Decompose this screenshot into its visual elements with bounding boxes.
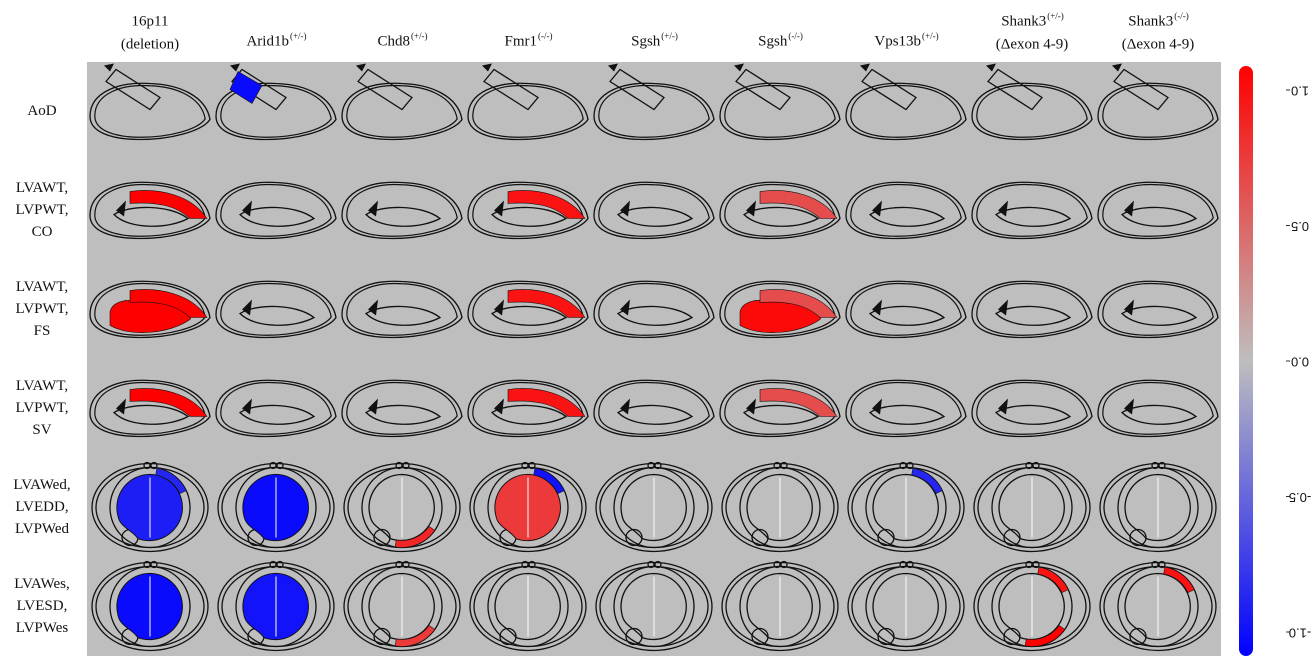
column-label-sup: (+/-)	[290, 31, 307, 41]
column-label-note: (Δexon 4-9)	[996, 36, 1069, 52]
column-label: Shank3	[1001, 13, 1046, 29]
column-label: Sgsh	[758, 33, 788, 49]
heart-cell	[92, 562, 208, 651]
column-label-sup: (+/-)	[661, 31, 678, 41]
row-label: LVAWes,	[14, 576, 70, 592]
row-label: LVAWT,	[16, 180, 68, 196]
row-label: LVESD,	[17, 598, 68, 614]
row-label: CO	[32, 224, 53, 240]
row-label: LVPWed	[15, 521, 70, 537]
row-label: LVAWT,	[16, 378, 68, 394]
row-label: LVPWT,	[16, 400, 69, 416]
column-label: Sgsh	[631, 33, 661, 49]
figure: 16p11(deletion)Arid1b(+/-)Chd8(+/-)Fmr1(…	[0, 0, 1314, 656]
colorbar-tick-label: 0.5	[1291, 219, 1309, 234]
row-label: LVEDD,	[15, 499, 68, 515]
heart-cell	[92, 463, 208, 552]
column-label-sup: (+/-)	[1047, 11, 1064, 21]
row-label: LVAWT,	[16, 279, 68, 295]
row-label: LVPWT,	[16, 202, 69, 218]
colorbar-tick-label: 0.0	[1291, 355, 1309, 370]
row-label: AoD	[27, 103, 56, 119]
column-label-note: (Δexon 4-9)	[1122, 36, 1195, 52]
column-label-sup: (+/-)	[411, 31, 428, 41]
column-label-sup: (-/-)	[788, 31, 803, 41]
column-label-sup: (-/-)	[538, 31, 553, 41]
column-label-sup: (-/-)	[1174, 11, 1189, 21]
column-label: Chd8	[377, 33, 410, 49]
column-label: Shank3	[1128, 13, 1173, 29]
heart-cell	[218, 562, 334, 651]
column-label: Arid1b	[246, 33, 289, 49]
colorbar-tick-label: 1.0	[1291, 84, 1309, 99]
row-label: LVPWes	[16, 620, 69, 636]
row-label: FS	[34, 323, 51, 339]
heart-cell	[470, 463, 586, 552]
colorbar-tick-label: -0.5	[1289, 490, 1311, 505]
row-label: LVPWT,	[16, 301, 69, 317]
column-label-note: (deletion)	[121, 36, 179, 52]
row-label: LVAWed,	[13, 477, 70, 493]
heart-cell	[218, 463, 334, 552]
column-label: 16p11	[132, 13, 169, 29]
column-label: Vps13b	[874, 33, 921, 49]
colorbar	[1239, 66, 1253, 656]
column-label-sup: (+/-)	[922, 31, 939, 41]
colorbar-tick-label: -1.0	[1289, 626, 1311, 641]
column-label: Fmr1	[504, 33, 537, 49]
row-label: SV	[32, 422, 51, 438]
page: {"columns": [ {"name": "16p11", "note": …	[0, 0, 1314, 656]
